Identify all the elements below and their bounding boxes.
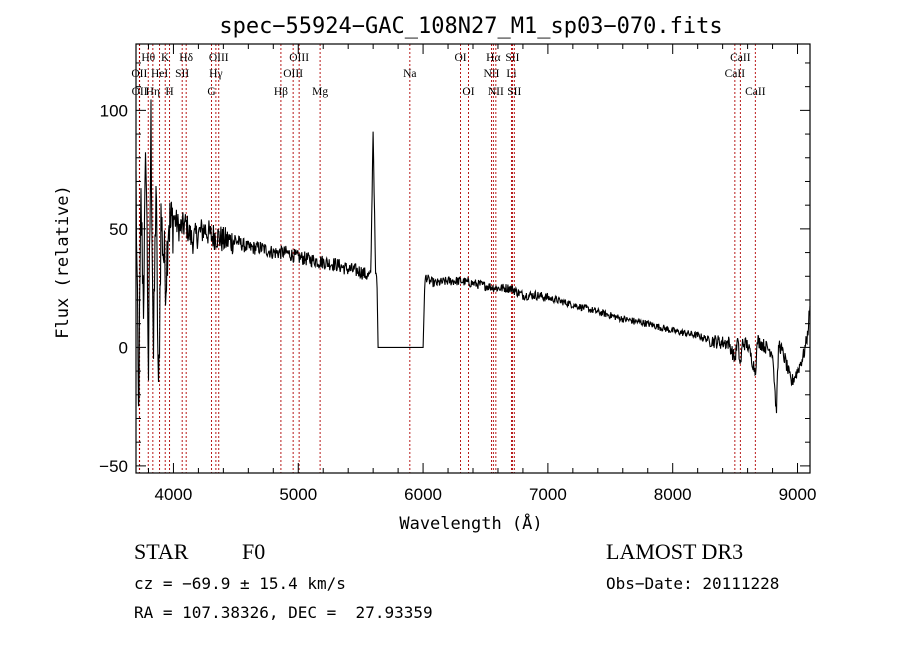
spectral-line-label: K bbox=[161, 52, 170, 64]
spectral-line-label: SII bbox=[505, 52, 519, 64]
spectral-line-label: Hα bbox=[486, 52, 500, 64]
spectral-line-label: Li bbox=[506, 68, 516, 80]
spectral-line-label: OIII bbox=[283, 68, 303, 80]
spectral-subclass: F0 bbox=[242, 539, 266, 564]
spectral-line-label: SII bbox=[507, 86, 521, 98]
x-tick-label: 6000 bbox=[404, 485, 442, 504]
axis-ticks: 4000 5000 6000 7000 8000 9000 −50 0 50 100 bbox=[99, 44, 816, 504]
spectral-line-label: OIII bbox=[289, 52, 309, 64]
spectral-line-label: Hθ bbox=[141, 52, 155, 64]
spectral-line-label: HeI bbox=[151, 68, 168, 80]
spectral-line-label: OI bbox=[454, 52, 466, 64]
spectral-line-label: SII bbox=[175, 68, 189, 80]
x-tick-label: 4000 bbox=[155, 485, 193, 504]
observation-date: Obs−Date: 20111228 bbox=[606, 574, 780, 593]
chart-title: spec−55924−GAC_108N27_M1_sp03−070.fits bbox=[219, 14, 722, 39]
object-class: STAR bbox=[134, 539, 189, 564]
spectral-line-label: CaII bbox=[725, 68, 746, 80]
spectral-line-label: Hγ bbox=[209, 68, 222, 80]
coordinates: RA = 107.38326, DEC = 27.93359 bbox=[134, 603, 433, 622]
y-axis-label: Flux (relative) bbox=[53, 185, 73, 339]
x-tick-label: 9000 bbox=[779, 485, 817, 504]
x-tick-label: 8000 bbox=[654, 485, 692, 504]
spectral-line-label: Hη bbox=[146, 86, 160, 98]
spectral-line-label: Hβ bbox=[274, 86, 288, 98]
spectral-line-label: OI bbox=[462, 86, 474, 98]
y-tick-label: 100 bbox=[100, 101, 128, 120]
spectral-line-label: G bbox=[207, 86, 215, 98]
plot-frame bbox=[135, 43, 811, 474]
spectral-line-label: CaII bbox=[745, 86, 766, 98]
spectral-line-label: CaII bbox=[730, 52, 751, 64]
spectral-line-label: OIII bbox=[209, 52, 229, 64]
x-tick-label: 7000 bbox=[529, 485, 567, 504]
spectral-line-label: Na bbox=[403, 68, 416, 80]
spectral-line-label: Hδ bbox=[179, 52, 193, 64]
x-axis-label: Wavelength (Å) bbox=[399, 512, 542, 534]
spectral-line-label: Mg bbox=[312, 86, 328, 98]
survey-label: LAMOST DR3 bbox=[606, 539, 744, 564]
y-tick-label: 0 bbox=[119, 338, 128, 357]
y-tick-label: −50 bbox=[99, 457, 128, 476]
spectral-line-label: H bbox=[165, 86, 173, 98]
redshift-velocity: cz = −69.9 ± 15.4 km/s bbox=[134, 574, 346, 593]
spectral-line-label: NII bbox=[483, 68, 499, 80]
x-tick-label: 5000 bbox=[279, 485, 317, 504]
spectrum-series bbox=[135, 99, 811, 414]
spectral-line-label: NII bbox=[488, 86, 504, 98]
spectral-line-markers: OIIOIIHθHηHeIKHSIIHδGHγOIIIHβOIIIOIIIMgN… bbox=[131, 44, 766, 473]
y-tick-label: 50 bbox=[109, 220, 128, 239]
